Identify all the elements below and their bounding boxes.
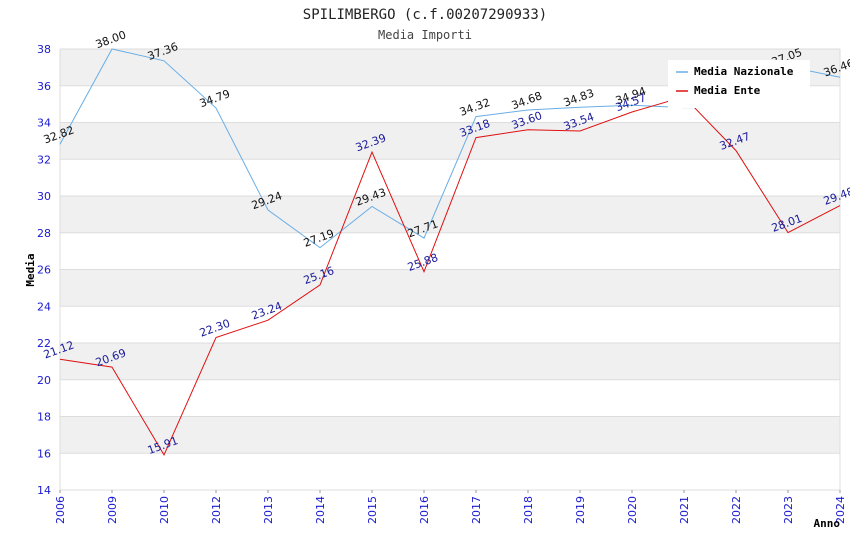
x-tick-label: 2024 bbox=[834, 496, 847, 524]
band bbox=[60, 269, 840, 307]
x-tick-label: 2014 bbox=[314, 496, 327, 524]
y-tick-label: 16 bbox=[37, 447, 51, 460]
background-bands bbox=[60, 49, 840, 490]
band bbox=[60, 306, 840, 343]
x-tick-label: 2012 bbox=[210, 496, 223, 524]
x-tick-label: 2023 bbox=[782, 496, 795, 524]
x-axis-label: Anno bbox=[814, 517, 841, 530]
x-tick-label: 2009 bbox=[106, 496, 119, 524]
x-tick-label: 2020 bbox=[626, 496, 639, 524]
x-tick-label: 2016 bbox=[418, 496, 431, 524]
y-tick-label: 38 bbox=[37, 43, 51, 56]
y-tick-label: 26 bbox=[37, 264, 51, 277]
x-tick-label: 2021 bbox=[678, 496, 691, 524]
band bbox=[60, 196, 840, 233]
gridlines bbox=[59, 48, 841, 491]
chart-subtitle: Media Importi bbox=[378, 28, 472, 42]
x-axis-ticks: 2006 2009 2010 2012 2013 2014 2015 2016 2017 2018… bbox=[54, 490, 847, 524]
y-tick-label: 28 bbox=[37, 227, 51, 240]
x-tick-label: 2015 bbox=[366, 496, 379, 524]
y-tick-label: 32 bbox=[37, 153, 51, 166]
x-tick-label: 2019 bbox=[574, 496, 587, 524]
y-tick-label: 36 bbox=[37, 80, 51, 93]
band bbox=[60, 379, 840, 417]
x-tick-label: 2006 bbox=[54, 496, 67, 524]
x-tick-label: 2018 bbox=[522, 496, 535, 524]
y-tick-label: 14 bbox=[37, 484, 51, 497]
band bbox=[60, 232, 840, 270]
x-tick-label: 2010 bbox=[158, 496, 171, 524]
y-axis-label: Media bbox=[24, 253, 37, 286]
y-tick-label: 20 bbox=[37, 374, 51, 387]
x-tick-label: 2017 bbox=[470, 496, 483, 524]
legend-box bbox=[668, 60, 810, 108]
legend: Media Nazionale Media Ente bbox=[668, 60, 810, 108]
band bbox=[60, 343, 840, 380]
y-tick-label: 34 bbox=[37, 117, 51, 130]
band bbox=[60, 122, 840, 160]
y-tick-label: 18 bbox=[37, 411, 51, 424]
series-line-media-ente bbox=[59, 96, 841, 456]
chart-title: SPILIMBERGO (c.f.00207290933) bbox=[303, 7, 547, 23]
x-tick-label: 2022 bbox=[730, 496, 743, 524]
y-tick-label: 24 bbox=[37, 300, 51, 313]
legend-label-media-nazionale: Media Nazionale bbox=[694, 65, 794, 78]
y-tick-label: 22 bbox=[37, 337, 51, 350]
y-tick-label: 30 bbox=[37, 190, 51, 203]
legend-label-media-ente: Media Ente bbox=[694, 84, 761, 97]
band bbox=[60, 453, 840, 490]
x-tick-label: 2013 bbox=[262, 496, 275, 524]
band bbox=[60, 416, 840, 454]
y-axis-ticks: 14 16 18 20 22 24 26 28 30 32 34 36 38 bbox=[37, 43, 51, 497]
data-label-media-nazionale: 38.00 bbox=[94, 28, 128, 51]
